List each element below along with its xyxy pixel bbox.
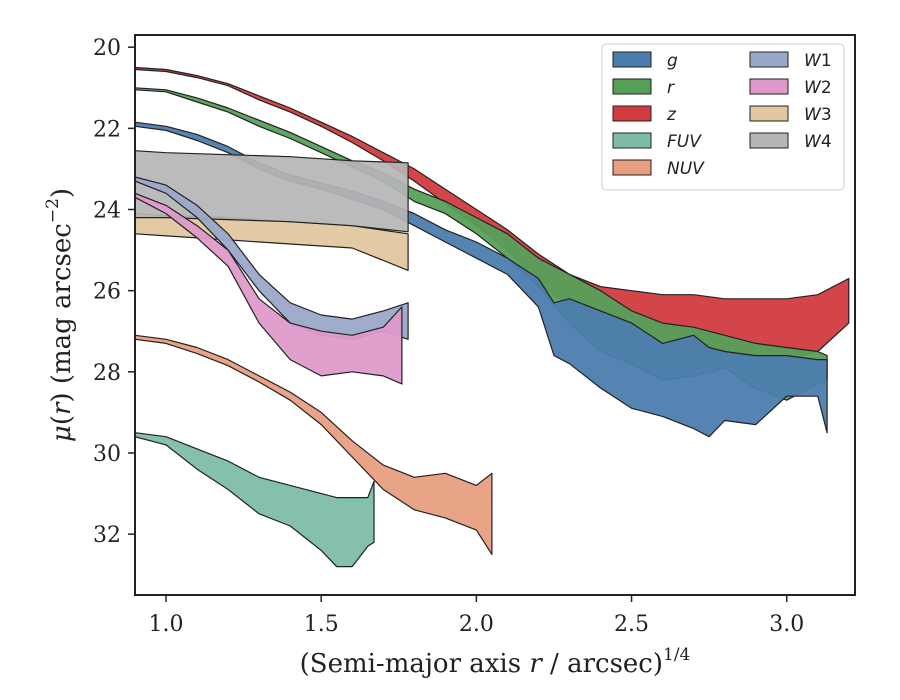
legend-swatch-w3	[749, 105, 789, 122]
y-tick-label: 26	[93, 280, 121, 305]
legend-label-nuv: NUV	[667, 159, 705, 179]
legend-label-r: r	[667, 78, 675, 98]
series-band-nuv	[135, 334, 493, 555]
y-tick-label: 20	[93, 36, 121, 61]
legend-swatch-fuv	[612, 132, 652, 149]
legend-swatch-w2	[749, 78, 789, 95]
plot-frame	[134, 34, 856, 596]
series-band-fuv	[135, 432, 375, 568]
legend-label-fuv: FUV	[667, 132, 702, 152]
x-tick-label: 2.0	[459, 612, 494, 637]
y-tick-label: 24	[93, 198, 121, 223]
plot-area	[135, 66, 850, 568]
legend-label-w2: W2	[804, 78, 832, 98]
series-band-w2	[135, 192, 403, 385]
legend: grz FUV NUV W1 W2 W3 W4	[601, 43, 845, 191]
y-tick-label: 30	[93, 442, 121, 467]
legend-swatch-z	[612, 105, 652, 122]
y-tick-label: 32	[93, 523, 121, 548]
legend-label-g: g	[667, 51, 678, 71]
axis-ticks: 1.0 1.5 2.0 2.5 3.0 20 22 24 26 28 30 32	[93, 36, 804, 637]
legend-swatch-w4	[749, 132, 789, 149]
x-tick-label: 1.5	[304, 612, 339, 637]
legend-label-w1: W1	[804, 51, 832, 71]
y-tick-label: 22	[93, 117, 121, 142]
x-tick-label: 1.0	[149, 612, 184, 637]
x-axis-label: (Semi-major axis r / arcsec)1/4	[300, 645, 691, 679]
legend-swatch-nuv	[612, 159, 652, 176]
y-tick-label: 28	[93, 361, 121, 386]
legend-swatch-w1	[749, 51, 789, 68]
x-tick-label: 2.5	[614, 612, 649, 637]
y-axis-label: μ(r) (mag arcsec−2)	[43, 188, 77, 442]
legend-swatch-g	[612, 51, 652, 68]
legend-swatch-r	[612, 78, 652, 95]
legend-label-z: z	[666, 105, 677, 125]
series-band-z	[135, 66, 850, 361]
legend-label-w3: W3	[804, 105, 832, 125]
series-band-w1	[135, 176, 409, 340]
x-tick-label: 3.0	[769, 612, 804, 637]
legend-label-w4: W4	[804, 132, 832, 152]
